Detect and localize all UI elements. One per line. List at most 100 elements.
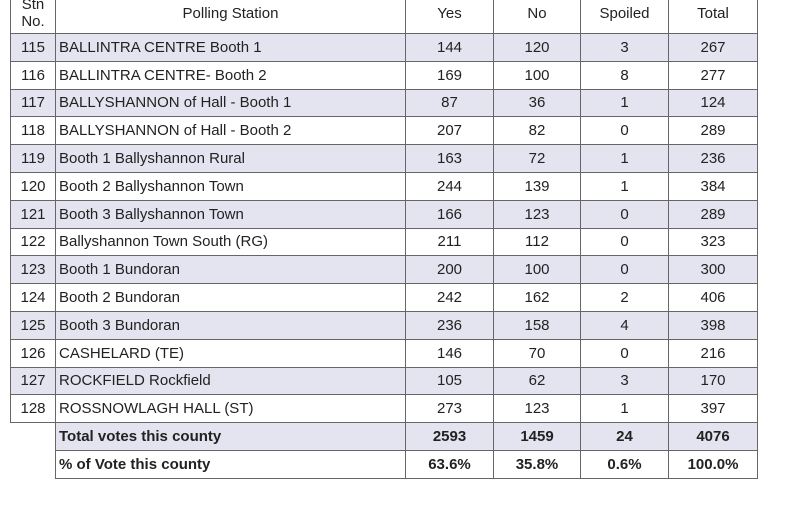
cell-value: 236 [668,144,758,173]
column-header: Polling Station [55,0,406,34]
blank-cell [10,450,56,479]
total-value: 24 [580,422,669,451]
cell-value: 4 [580,310,669,340]
station-name: ROSSNOWLAGH HALL (ST) [55,394,406,424]
total-value: 35.8% [493,449,581,479]
station-name: BALLYSHANNON of Hall - Booth 2 [55,116,406,146]
cell-value: 289 [668,199,758,229]
cell-value: 70 [493,338,581,368]
cell-value: 118 [10,116,56,146]
cell-value: 289 [668,116,758,146]
cell-value: 0 [580,116,669,146]
cell-value: 267 [668,33,758,62]
cell-value: 2 [580,283,669,312]
column-header: Stn No. [10,0,56,34]
station-name: BALLYSHANNON of Hall - Booth 1 [55,88,406,118]
cell-value: 406 [668,283,758,312]
column-header: No [493,0,581,34]
cell-value: 300 [668,255,758,285]
cell-value: 122 [10,227,56,257]
cell-value: 242 [405,283,494,312]
station-name: Booth 3 Bundoran [55,310,406,340]
cell-value: 384 [668,171,758,201]
header-row: Stn No. Polling Station Yes No Spoiled Total [10,0,758,34]
data-row: 122 Ballyshannon Town South (RG) 211 112 0 32… [10,227,758,257]
data-row: 115 BALLINTRA CENTRE Booth 1 144 120 3 267 [10,33,758,62]
cell-value: 119 [10,144,56,173]
cell-value: 0 [580,338,669,368]
cell-value: 0 [580,227,669,257]
station-name: Booth 1 Bundoran [55,255,406,285]
data-row: 116 BALLINTRA CENTRE- Booth 2 169 100 8 277 [10,60,758,90]
column-header: Total [668,0,758,34]
cell-value: 398 [668,310,758,340]
cell-value: 127 [10,366,56,396]
cell-value: 3 [580,366,669,396]
cell-value: 87 [405,88,494,118]
station-name: CASHELARD (TE) [55,338,406,368]
cell-value: 105 [405,366,494,396]
data-row: 128 ROSSNOWLAGH HALL (ST) 273 123 1 397 [10,394,758,424]
data-row: 118 BALLYSHANNON of Hall - Booth 2 207 82 0 2… [10,116,758,146]
cell-value: 36 [493,88,581,118]
blank-cell [10,422,56,451]
cell-value: 62 [493,366,581,396]
results-table: Stn No. Polling Station Yes No Spoiled Total … [10,0,758,479]
cell-value: 8 [580,60,669,90]
cell-value: 115 [10,33,56,62]
cell-value: 1 [580,144,669,173]
cell-value: 273 [405,394,494,424]
cell-value: 1 [580,171,669,201]
total-label: % of Vote this county [55,449,406,479]
total-value: 1459 [493,422,581,451]
cell-value: 170 [668,366,758,396]
station-name: BALLINTRA CENTRE Booth 1 [55,33,406,62]
cell-value: 82 [493,116,581,146]
cell-value: 166 [405,199,494,229]
cell-value: 125 [10,310,56,340]
station-name: Booth 1 Ballyshannon Rural [55,144,406,173]
cell-value: 100 [493,255,581,285]
cell-value: 139 [493,171,581,201]
column-header: Spoiled [580,0,669,34]
cell-value: 397 [668,394,758,424]
data-row: 124 Booth 2 Bundoran 242 162 2 406 [10,283,758,312]
station-name: Ballyshannon Town South (RG) [55,227,406,257]
cell-value: 126 [10,338,56,368]
cell-value: 128 [10,394,56,424]
cell-value: 277 [668,60,758,90]
cell-value: 1 [580,88,669,118]
data-row: 121 Booth 3 Ballyshannon Town 166 123 0 289 [10,199,758,229]
cell-value: 120 [493,33,581,62]
cell-value: 123 [493,199,581,229]
cell-value: 146 [405,338,494,368]
cell-value: 323 [668,227,758,257]
cell-value: 120 [10,171,56,201]
cell-value: 1 [580,394,669,424]
station-name: Booth 2 Bundoran [55,283,406,312]
cell-value: 124 [10,283,56,312]
station-name: Booth 3 Ballyshannon Town [55,199,406,229]
cell-value: 244 [405,171,494,201]
cell-value: 100 [493,60,581,90]
cell-value: 169 [405,60,494,90]
data-row: 127 ROCKFIELD Rockfield 105 62 3 170 [10,366,758,396]
cell-value: 144 [405,33,494,62]
data-row: 123 Booth 1 Bundoran 200 100 0 300 [10,255,758,285]
cell-value: 123 [493,394,581,424]
cell-value: 200 [405,255,494,285]
cell-value: 112 [493,227,581,257]
cell-value: 3 [580,33,669,62]
cell-value: 0 [580,255,669,285]
cell-value: 72 [493,144,581,173]
cell-value: 211 [405,227,494,257]
cell-value: 216 [668,338,758,368]
station-name: BALLINTRA CENTRE- Booth 2 [55,60,406,90]
total-value: 100.0% [668,449,758,479]
data-row: 125 Booth 3 Bundoran 236 158 4 398 [10,310,758,340]
cell-value: 0 [580,199,669,229]
cell-value: 123 [10,255,56,285]
station-name: ROCKFIELD Rockfield [55,366,406,396]
cell-value: 117 [10,88,56,118]
